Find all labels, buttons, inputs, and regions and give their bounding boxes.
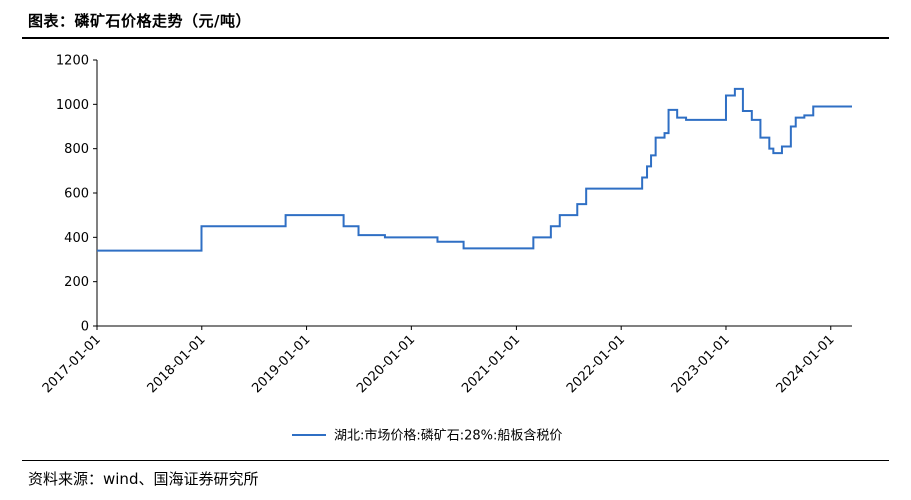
y-axis-ticks: 0 200 400 600 800 1000 1200 (56, 54, 97, 335)
series-group (97, 87, 852, 252)
x-tick-label: 2024-01-01 (774, 332, 838, 396)
x-tick-label: 2021-01-01 (459, 332, 523, 396)
y-tick-label: 600 (64, 187, 89, 202)
chart-axes (96, 60, 852, 327)
x-tick-label: 2019-01-01 (249, 332, 313, 396)
y-tick-label: 1000 (56, 98, 89, 113)
title-divider (22, 37, 889, 39)
y-tick-label: 800 (64, 142, 89, 157)
y-tick-label: 1200 (56, 54, 89, 69)
legend-label: 湖北:市场价格:磷矿石:28%:船板含税价 (334, 428, 562, 444)
chart-title: 图表：磷矿石价格走势（元/吨） (28, 12, 251, 30)
y-tick-label: 200 (64, 275, 89, 290)
y-tick-label: 400 (64, 231, 89, 246)
x-tick-label: 2020-01-01 (354, 332, 418, 396)
source-note: 资料来源：wind、国海证券研究所 (28, 470, 259, 488)
x-tick-label: 2023-01-01 (669, 332, 733, 396)
x-tick-label: 2018-01-01 (145, 332, 209, 396)
x-tick-label: 2022-01-01 (564, 332, 628, 396)
legend: 湖北:市场价格:磷矿石:28%:船板含税价 (292, 428, 562, 444)
y-tick-label: 0 (81, 320, 89, 335)
footer-divider (22, 460, 889, 461)
x-axis-ticks: 2017-01-01 2018-01-01 2019-01-01 2020-01-01… (40, 326, 838, 396)
series-line (97, 87, 852, 252)
line-chart: 0 200 400 600 800 1000 1200 2017-01-01 2018-01-… (40, 54, 852, 444)
x-tick-label: 2017-01-01 (40, 332, 104, 396)
